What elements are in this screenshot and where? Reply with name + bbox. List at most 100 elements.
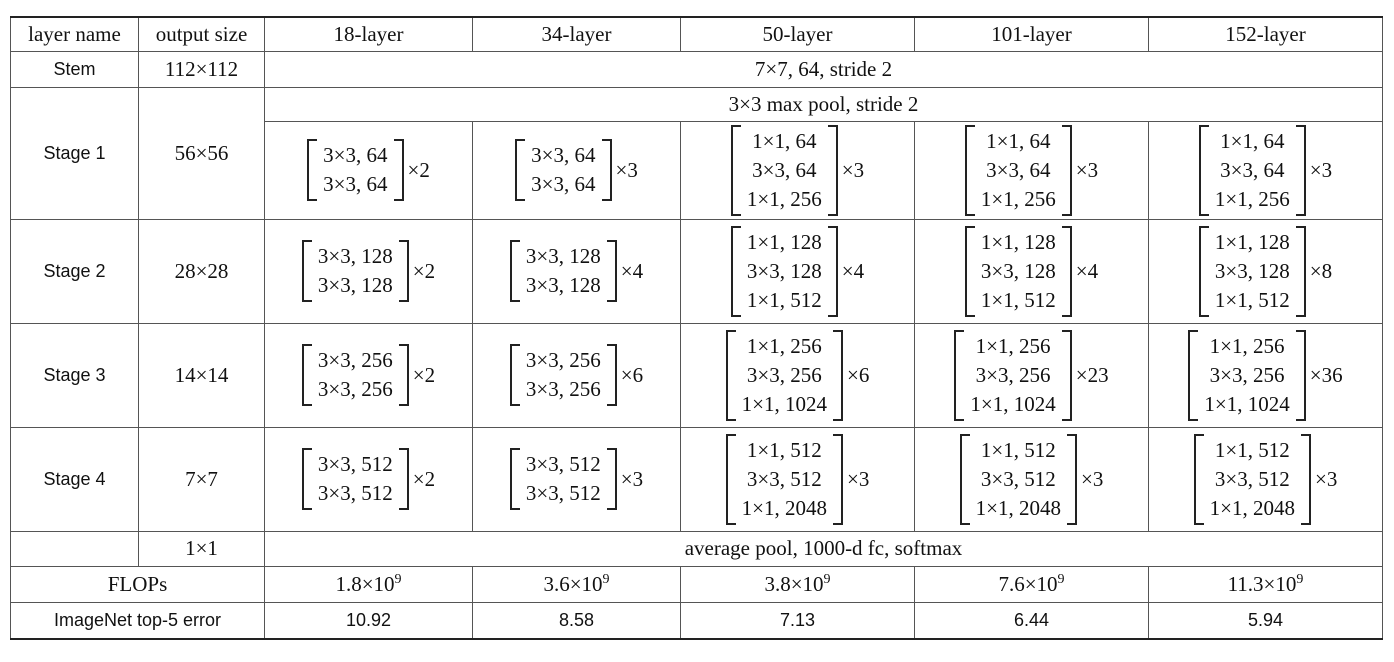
block-repeat-count: ×4 xyxy=(620,258,644,283)
conv-spec: 1×1, 512 xyxy=(746,437,822,462)
conv-spec: 3×3, 512 xyxy=(980,466,1056,491)
error-label: ImageNet top-5 error xyxy=(10,601,265,640)
residual-block: 1×1, 256 3×3, 256 1×1, 1024 ×6 xyxy=(725,329,870,421)
flops-mantissa: 3.6×10 xyxy=(543,571,603,596)
residual-block: 3×3, 256 3×3, 256 ×6 xyxy=(509,344,643,406)
conv-spec: 3×3, 512 xyxy=(746,466,822,491)
residual-block: 1×1, 512 3×3, 512 1×1, 2048 ×3 xyxy=(959,433,1103,525)
block-bracket: 3×3, 64 3×3, 64 xyxy=(307,139,404,201)
stage-2-50-layer-block-cell: 1×1, 128 3×3, 128 1×1, 512 ×4 xyxy=(680,218,915,324)
residual-block: 3×3, 128 3×3, 128 ×4 xyxy=(509,240,644,302)
flops-50-layer: 3.8×109 xyxy=(680,565,915,603)
block-repeat-count: ×3 xyxy=(1075,157,1099,182)
resnet-architecture-table: layer name output size 18-layer 34-layer… xyxy=(10,16,1383,640)
flops-row: FLOPs 1.8×109 3.6×109 3.8×109 7.6×109 11.3×10… xyxy=(10,565,1383,603)
conv-spec: 3×3, 256 xyxy=(746,362,822,387)
stage-2-output-size: 28×28 xyxy=(138,218,265,324)
block-bracket: 3×3, 512 3×3, 512 xyxy=(301,448,409,510)
conv-spec: 3×3, 64 xyxy=(531,172,596,196)
flops-152-layer: 11.3×109 xyxy=(1148,565,1383,603)
stage-3-label: Stage 3 xyxy=(10,322,139,428)
stage-1-row: 3×3, 64 3×3, 64 ×2 3×3, 64 3×3, 64 ×3 1×1, 64 3… xyxy=(11,120,1383,220)
error-101-layer: 6.44 xyxy=(914,601,1149,640)
stage-4-34-layer-block-cell: 3×3, 512 3×3, 512 ×3 xyxy=(472,426,681,532)
conv-spec: 1×1, 128 xyxy=(980,229,1056,254)
residual-block: 1×1, 128 3×3, 128 1×1, 512 ×8 xyxy=(1198,225,1333,317)
stage-2-row: Stage 2 28×28 3×3, 128 3×3, 128 ×2 3×3, 128 3×… xyxy=(10,218,1383,324)
stage-3-101-layer-block-cell: 1×1, 256 3×3, 256 1×1, 1024 ×23 xyxy=(914,322,1149,428)
conv-spec: 3×3, 64 xyxy=(531,143,596,167)
conv-spec: 3×3, 128 xyxy=(746,258,822,283)
block-repeat-count: ×6 xyxy=(847,362,870,387)
conv-spec: 3×3, 512 xyxy=(525,481,601,505)
conv-spec: 1×1, 1024 xyxy=(741,391,827,416)
residual-block: 1×1, 128 3×3, 128 1×1, 512 ×4 xyxy=(964,225,1099,317)
stage-3-50-layer-block-cell: 1×1, 256 3×3, 256 1×1, 1024 ×6 xyxy=(680,322,915,428)
head-row: 1×1 average pool, 1000-d fc, softmax xyxy=(10,530,1383,567)
flops-101-layer: 7.6×109 xyxy=(914,565,1149,603)
residual-block: 1×1, 64 3×3, 64 1×1, 256 ×3 xyxy=(730,124,865,216)
conv-spec: 1×1, 64 xyxy=(752,128,817,153)
conv-spec: 1×1, 512 xyxy=(1214,437,1290,462)
residual-block: 3×3, 128 3×3, 128 ×2 xyxy=(301,240,435,302)
header-18-layer: 18-layer xyxy=(264,16,473,52)
conv-spec: 3×3, 128 xyxy=(317,244,393,268)
stage-3-34-layer-block-cell: 3×3, 256 3×3, 256 ×6 xyxy=(472,322,681,428)
conv-spec: 3×3, 512 xyxy=(525,452,601,476)
conv-spec: 3×3, 256 xyxy=(975,362,1051,387)
error-50-layer: 7.13 xyxy=(680,601,915,640)
block-repeat-count: ×8 xyxy=(1309,258,1333,283)
block-bracket: 1×1, 64 3×3, 64 1×1, 256 xyxy=(730,124,838,216)
conv-spec: 3×3, 64 xyxy=(752,157,817,182)
flops-exponent: 9 xyxy=(1057,571,1065,587)
conv-spec: 1×1, 2048 xyxy=(975,495,1061,520)
block-bracket: 1×1, 128 3×3, 128 1×1, 512 xyxy=(730,225,838,317)
conv-spec: 1×1, 256 xyxy=(980,186,1056,211)
conv-spec: 3×3, 64 xyxy=(323,143,388,167)
block-repeat-count: ×3 xyxy=(620,466,644,491)
block-repeat-count: ×3 xyxy=(841,157,865,182)
error-18-layer: 10.92 xyxy=(264,601,473,640)
stage-1-101-layer-block-cell: 1×1, 64 3×3, 64 1×1, 256 ×3 xyxy=(914,120,1149,220)
flops-mantissa: 1.8×10 xyxy=(335,571,395,596)
residual-block: 1×1, 128 3×3, 128 1×1, 512 ×4 xyxy=(730,225,865,317)
conv-spec: 3×3, 128 xyxy=(525,244,601,268)
conv-spec: 3×3, 256 xyxy=(525,348,601,372)
stage-4-row: Stage 4 7×7 3×3, 512 3×3, 512 ×2 3×3, 512 3×3,… xyxy=(10,426,1383,532)
stage-4-101-layer-block-cell: 1×1, 512 3×3, 512 1×1, 2048 ×3 xyxy=(914,426,1149,532)
error-152-layer: 5.94 xyxy=(1148,601,1383,640)
conv-spec: 1×1, 2048 xyxy=(741,495,827,520)
block-repeat-count: ×4 xyxy=(1075,258,1099,283)
residual-block: 3×3, 64 3×3, 64 ×3 xyxy=(515,139,638,201)
conv-spec: 3×3, 512 xyxy=(317,452,393,476)
conv-spec: 3×3, 128 xyxy=(980,258,1056,283)
conv-spec: 1×1, 256 xyxy=(1209,333,1285,358)
stage-1-50-layer-block-cell: 1×1, 64 3×3, 64 1×1, 256 ×3 xyxy=(680,120,915,220)
stem-output-size: 112×112 xyxy=(138,50,265,88)
head-output-size: 1×1 xyxy=(138,530,265,567)
block-repeat-count: ×4 xyxy=(841,258,865,283)
flops-exponent: 9 xyxy=(1296,571,1304,587)
stage-3-152-layer-block-cell: 1×1, 256 3×3, 256 1×1, 1024 ×36 xyxy=(1148,322,1383,428)
conv-spec: 1×1, 1024 xyxy=(970,391,1056,416)
flops-18-layer: 1.8×109 xyxy=(264,565,473,603)
block-repeat-count: ×2 xyxy=(412,362,436,387)
conv-spec: 1×1, 1024 xyxy=(1204,391,1290,416)
stage-2-label: Stage 2 xyxy=(10,218,139,324)
flops-mantissa: 11.3×10 xyxy=(1227,571,1297,596)
conv-spec: 1×1, 256 xyxy=(746,186,822,211)
flops-mantissa: 3.8×10 xyxy=(764,571,824,596)
block-bracket: 1×1, 128 3×3, 128 1×1, 512 xyxy=(964,225,1072,317)
block-bracket: 1×1, 512 3×3, 512 1×1, 2048 xyxy=(959,433,1077,525)
conv-spec: 1×1, 128 xyxy=(746,229,822,254)
block-repeat-count: ×23 xyxy=(1075,362,1109,387)
block-bracket: 3×3, 256 3×3, 256 xyxy=(509,344,617,406)
residual-block: 3×3, 512 3×3, 512 ×3 xyxy=(509,448,644,510)
residual-block: 3×3, 512 3×3, 512 ×2 xyxy=(301,448,435,510)
conv-spec: 3×3, 64 xyxy=(1220,157,1285,182)
maxpool-spec: 3×3 max pool, stride 2 xyxy=(264,86,1383,122)
stage-4-label: Stage 4 xyxy=(10,426,139,532)
stage-2-152-layer-block-cell: 1×1, 128 3×3, 128 1×1, 512 ×8 xyxy=(1148,218,1383,324)
block-bracket: 1×1, 64 3×3, 64 1×1, 256 xyxy=(964,124,1072,216)
block-bracket: 1×1, 512 3×3, 512 1×1, 2048 xyxy=(1193,433,1311,525)
